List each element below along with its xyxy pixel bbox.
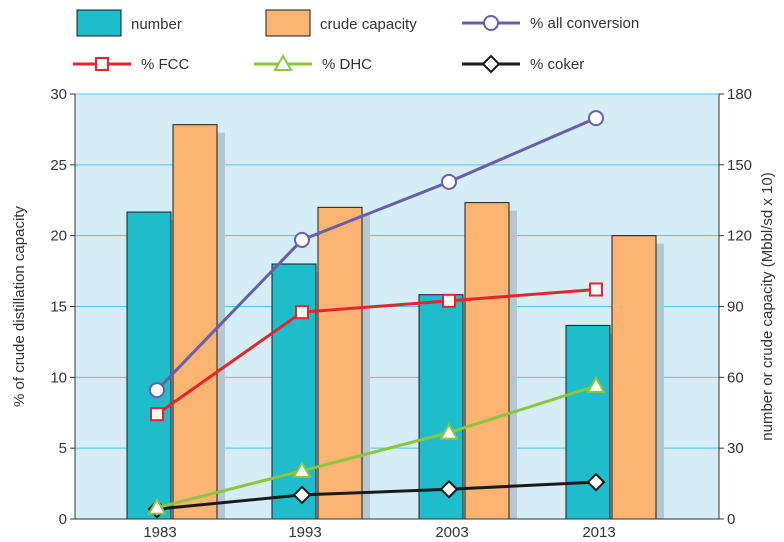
legend-marker-coker [481,54,501,74]
y-tick-label: 25 [50,157,67,174]
line-all-conversion [155,116,597,392]
y2-tick-label: 150 [727,157,752,174]
point-DHC-2013 [586,375,606,393]
point-DHC-2003 [439,422,459,440]
y-tick-label: 5 [59,440,67,457]
point-FCC-2003 [442,293,456,308]
y2-tick-label: 120 [727,228,752,245]
legend-marker-all-conversion [483,15,499,31]
x-tick-label: 2013 [582,524,615,541]
legend-label: % all conversion [530,15,639,32]
x-tick-label: 1993 [288,524,321,541]
y2-tick-label: 180 [727,86,752,103]
point-all-conversion-1983 [149,382,165,399]
point-all-conversion-2013 [588,110,604,127]
y-tick-label: 30 [50,86,67,103]
legend: number crude capacity % all conversion % FC… [73,9,639,74]
bar-number-1993 [271,263,317,520]
legend-marker-DHC [273,53,293,71]
point-FCC-1983 [150,407,164,422]
y2-tick-label: 90 [727,299,744,316]
y2-tick-label: 0 [727,511,735,528]
lines [147,110,606,519]
point-FCC-1993 [295,305,309,320]
legend-swatch-number [76,9,122,37]
legend-label: number [131,16,182,33]
axes: 0 5 10 15 20 25 30 0 30 60 90 120 150 180 1983 1993 2003… [50,86,752,541]
point-all-conversion-2003 [441,173,457,190]
point-all-conversion-1993 [294,231,310,248]
y-tick-label: 10 [50,369,67,386]
x-tick-label: 1983 [143,524,176,541]
legend-label: crude capacity [320,16,417,33]
point-DHC-1993 [292,460,312,478]
y2-tick-label: 60 [727,369,744,386]
bar-number-1983 [126,211,172,520]
line-coker [156,480,597,511]
y2-tick-label: 30 [727,440,744,457]
legend-label: % FCC [141,56,190,73]
legend-label: % DHC [322,56,372,73]
bar-number-2013 [565,324,611,520]
point-coker-2003 [439,479,459,499]
legend-label: % coker [530,56,584,73]
y-tick-label: 20 [50,228,67,245]
bar-crude-capacity-2013 [611,235,657,520]
bar-crude-capacity-1983 [172,124,218,520]
y-tick-label: 0 [59,511,67,528]
legend-swatch-crude-capacity [265,9,311,37]
legend-marker-FCC [95,57,109,71]
point-FCC-2013 [589,282,603,297]
bar-crude-capacity-1993 [317,206,363,520]
line-FCC [156,288,597,416]
x-tick-label: 2003 [435,524,468,541]
bar-crude-capacity-2003 [464,202,510,520]
y2-axis-title: number or crude capacity (Mbbl/sd x 10) [759,172,776,440]
point-DHC-1983 [147,497,167,515]
y-axis-title: % of crude distillation capacity [11,206,28,407]
point-coker-2013 [586,472,606,492]
y-tick-label: 15 [50,299,67,316]
bar-number-2003 [418,294,464,520]
point-coker-1993 [292,485,312,505]
line-DHC [156,384,597,510]
